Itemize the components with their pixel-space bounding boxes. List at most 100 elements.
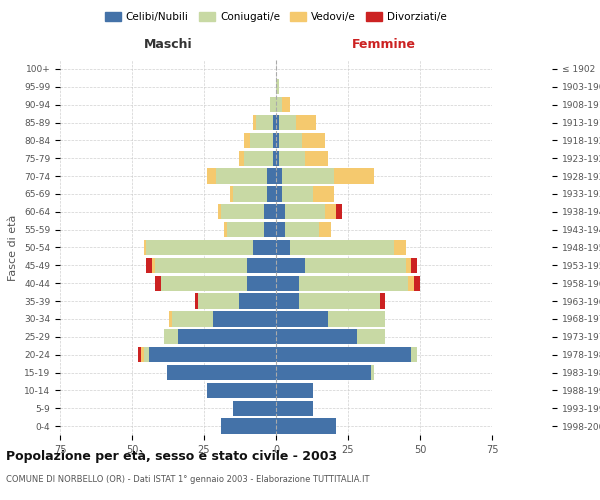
- Bar: [276, 240, 290, 255]
- Bar: [152, 258, 155, 273]
- Bar: [328, 312, 385, 326]
- Bar: [212, 312, 276, 326]
- Bar: [227, 222, 265, 237]
- Bar: [244, 133, 250, 148]
- Bar: [218, 204, 221, 220]
- Bar: [279, 133, 302, 148]
- Bar: [276, 294, 299, 308]
- Bar: [276, 133, 279, 148]
- Bar: [146, 258, 152, 273]
- Bar: [414, 276, 420, 291]
- Bar: [276, 383, 313, 398]
- Bar: [282, 97, 290, 112]
- Bar: [276, 365, 371, 380]
- Bar: [276, 276, 299, 291]
- Bar: [207, 168, 215, 184]
- Bar: [276, 312, 328, 326]
- Bar: [172, 312, 212, 326]
- Bar: [276, 186, 282, 202]
- Bar: [319, 222, 331, 237]
- Text: COMUNE DI NORBELLO (OR) - Dati ISTAT 1° gennaio 2003 - Elaborazione TUTTITALIA.I: COMUNE DI NORBELLO (OR) - Dati ISTAT 1° …: [6, 475, 370, 484]
- Bar: [143, 240, 146, 255]
- Bar: [244, 150, 273, 166]
- Bar: [198, 294, 239, 308]
- Bar: [268, 186, 276, 202]
- Bar: [247, 258, 276, 273]
- Text: Maschi: Maschi: [143, 38, 193, 51]
- Bar: [207, 383, 276, 398]
- Bar: [276, 150, 279, 166]
- Bar: [276, 329, 356, 344]
- Legend: Celibi/Nubili, Coniugati/e, Vedovi/e, Divorziati/e: Celibi/Nubili, Coniugati/e, Vedovi/e, Di…: [101, 8, 451, 26]
- Bar: [299, 276, 409, 291]
- Bar: [273, 133, 276, 148]
- Bar: [155, 276, 161, 291]
- Bar: [140, 347, 143, 362]
- Bar: [149, 347, 276, 362]
- Bar: [394, 240, 406, 255]
- Bar: [196, 294, 198, 308]
- Bar: [406, 258, 412, 273]
- Bar: [233, 400, 276, 416]
- Bar: [276, 168, 282, 184]
- Bar: [276, 258, 305, 273]
- Bar: [409, 276, 414, 291]
- Bar: [279, 115, 296, 130]
- Bar: [256, 115, 273, 130]
- Bar: [279, 150, 305, 166]
- Bar: [247, 276, 276, 291]
- Bar: [276, 97, 282, 112]
- Bar: [276, 347, 412, 362]
- Bar: [164, 329, 178, 344]
- Bar: [296, 115, 316, 130]
- Bar: [282, 186, 313, 202]
- Bar: [224, 222, 227, 237]
- Bar: [230, 186, 233, 202]
- Bar: [276, 115, 279, 130]
- Bar: [276, 79, 279, 94]
- Bar: [305, 258, 406, 273]
- Bar: [325, 204, 337, 220]
- Bar: [299, 294, 380, 308]
- Bar: [273, 150, 276, 166]
- Bar: [146, 240, 253, 255]
- Bar: [250, 133, 273, 148]
- Text: Femmine: Femmine: [352, 38, 416, 51]
- Bar: [143, 347, 149, 362]
- Bar: [155, 258, 247, 273]
- Bar: [290, 240, 394, 255]
- Bar: [161, 276, 247, 291]
- Bar: [276, 204, 284, 220]
- Bar: [371, 365, 374, 380]
- Bar: [302, 133, 325, 148]
- Bar: [412, 347, 417, 362]
- Bar: [169, 312, 172, 326]
- Bar: [233, 186, 268, 202]
- Bar: [276, 400, 313, 416]
- Text: Popolazione per età, sesso e stato civile - 2003: Popolazione per età, sesso e stato civil…: [6, 450, 337, 463]
- Bar: [239, 150, 244, 166]
- Bar: [282, 168, 334, 184]
- Y-axis label: Fasce di età: Fasce di età: [8, 214, 19, 280]
- Bar: [337, 204, 342, 220]
- Bar: [380, 294, 385, 308]
- Bar: [276, 418, 337, 434]
- Bar: [284, 204, 325, 220]
- Bar: [412, 258, 417, 273]
- Bar: [167, 365, 276, 380]
- Bar: [265, 222, 276, 237]
- Bar: [305, 150, 328, 166]
- Bar: [221, 204, 265, 220]
- Bar: [253, 115, 256, 130]
- Bar: [356, 329, 385, 344]
- Bar: [268, 168, 276, 184]
- Bar: [221, 418, 276, 434]
- Bar: [215, 168, 268, 184]
- Bar: [265, 204, 276, 220]
- Bar: [138, 347, 140, 362]
- Bar: [284, 222, 319, 237]
- Bar: [270, 97, 276, 112]
- Bar: [253, 240, 276, 255]
- Bar: [334, 168, 374, 184]
- Bar: [276, 222, 284, 237]
